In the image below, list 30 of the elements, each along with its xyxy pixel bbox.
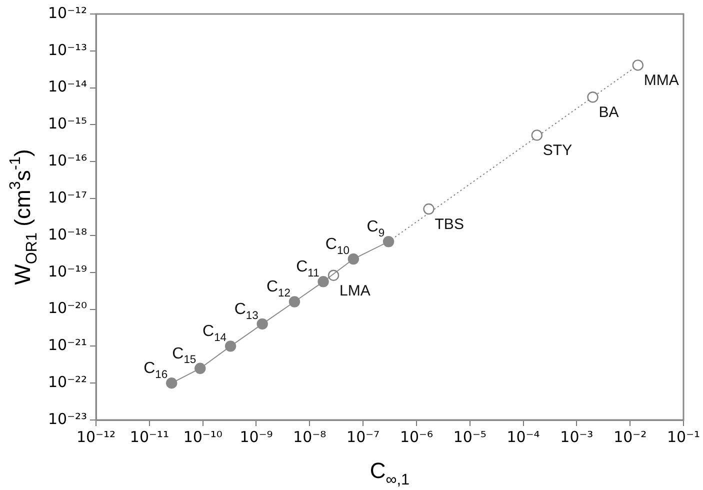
- y-tick-label: 10⁻¹³: [48, 40, 88, 59]
- x-tick-label: 10⁻²: [614, 428, 647, 446]
- annotation: MMA: [644, 72, 679, 90]
- x-tick-label: 10⁻⁵: [453, 428, 486, 446]
- x-tick-label: 10⁻¹²: [76, 428, 116, 446]
- annotation: STY: [542, 142, 572, 160]
- y-tick-label: 10⁻¹²: [48, 4, 88, 22]
- y-tick-label: 10⁻¹⁶: [48, 152, 88, 170]
- x-tick-label: 10⁻⁴: [506, 428, 540, 446]
- y-axis-title: WOR1 (cm3s-1): [7, 149, 41, 285]
- x-tick-label: 10⁻⁷: [346, 428, 380, 446]
- y-tick-label: 10⁻²³: [48, 410, 88, 428]
- annotation: BA: [598, 104, 619, 122]
- x-tick-label: 10⁻¹: [666, 428, 700, 446]
- annotation: TBS: [434, 216, 464, 234]
- y-tick-label: 10⁻¹⁵: [48, 114, 88, 133]
- y-tick-label: 10⁻¹⁷: [48, 188, 88, 206]
- y-tick-label: 10⁻²⁰: [48, 299, 88, 318]
- y-tick-label: 10⁻²¹: [48, 336, 88, 354]
- y-tick-label: 10⁻¹⁴: [48, 78, 88, 96]
- y-tick-label: 10⁻¹⁸: [48, 225, 88, 244]
- y-tick-label: 10⁻²²: [48, 372, 88, 391]
- x-tick-label: 10⁻¹¹: [130, 428, 169, 446]
- x-tick-label: 10⁻⁸: [293, 428, 326, 446]
- x-tick-label: 10⁻³: [560, 428, 594, 446]
- annotation: LMA: [340, 282, 370, 300]
- x-tick-label: 10⁻¹⁰: [183, 428, 222, 446]
- x-tick-label: 10⁻⁶: [400, 428, 433, 446]
- x-tick-label: 10⁻⁹: [240, 428, 273, 446]
- y-tick-label: 10⁻¹⁹: [48, 262, 88, 280]
